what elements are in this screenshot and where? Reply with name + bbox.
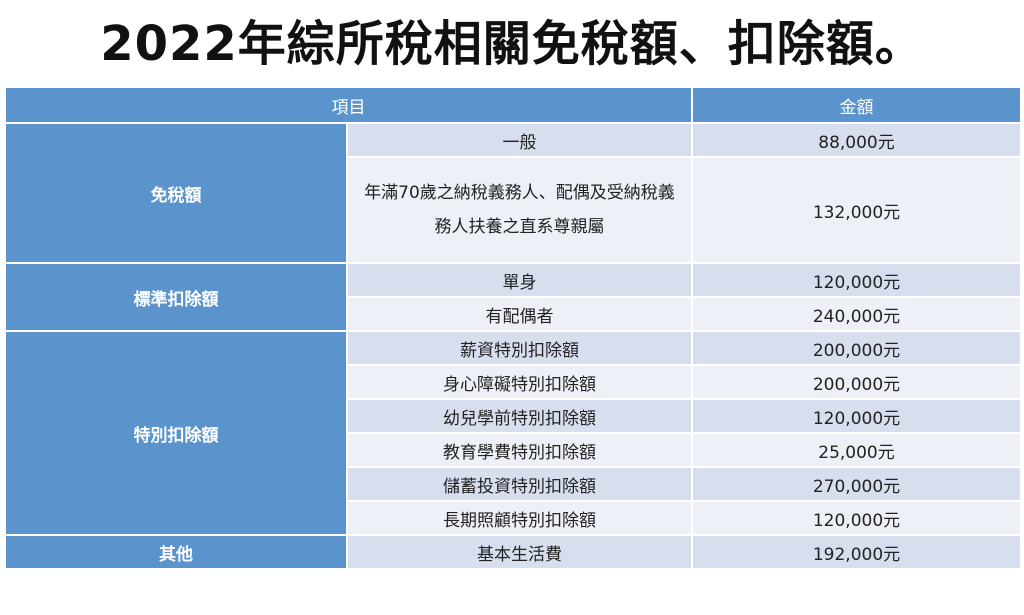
category-cell: 其他 [4,534,348,570]
amount-cell: 240,000元 [691,296,1022,332]
table-row: 年滿70歲之納稅義務人、配偶及受納稅義務人扶養之直系尊親屬 132,000元 [5,156,1022,264]
amount-cell: 192,000元 [691,534,1022,570]
table-row: 有配偶者 240,000元 [5,296,1022,332]
table-row: 幼兒學前特別扣除額 120,000元 [5,398,1022,434]
amount-cell: 25,000元 [691,432,1022,468]
amount-cell: 132,000元 [691,156,1022,264]
table-row: 標準扣除額 單身 120,000元 [4,262,1022,332]
amount-cell: 200,000元 [691,364,1022,400]
category-cell: 特別扣除額 [4,330,348,536]
table-row: 特別扣除額 薪資特別扣除額 200,000元 [4,330,1022,536]
table-row: 教育學費特別扣除額 25,000元 [5,432,1022,468]
amount-cell: 200,000元 [691,330,1022,366]
table-row: 儲蓄投資特別扣除額 270,000元 [5,466,1022,502]
item-cell: 身心障礙特別扣除額 [346,364,693,400]
header-item: 項目 [4,86,693,124]
table-row: 長期照顧特別扣除額 120,000元 [5,500,1022,536]
tax-table: 項目 金額 免稅額 一般 88,000元 年滿70歲之納稅義務人、配偶及受納稅義… [4,86,1022,570]
category-cell: 免稅額 [4,122,348,264]
category-cell: 標準扣除額 [4,262,348,332]
item-cell: 薪資特別扣除額 [346,330,693,366]
amount-cell: 120,000元 [691,500,1022,536]
page-title: 2022年綜所稅相關免稅額、扣除額。 [100,16,924,72]
table-row: 免稅額 一般 88,000元 [4,122,1022,264]
item-cell: 幼兒學前特別扣除額 [346,398,693,434]
item-cell: 儲蓄投資特別扣除額 [346,466,693,502]
header-amount: 金額 [691,86,1022,124]
item-cell: 基本生活費 [346,534,693,570]
item-cell: 一般 [346,122,693,158]
item-cell: 長期照顧特別扣除額 [346,500,693,536]
item-cell: 有配偶者 [346,296,693,332]
item-cell: 年滿70歲之納稅義務人、配偶及受納稅義務人扶養之直系尊親屬 [346,156,693,264]
amount-cell: 270,000元 [691,466,1022,502]
table-row: 身心障礙特別扣除額 200,000元 [5,364,1022,400]
table-header-row: 項目 金額 [4,86,1022,124]
table-row: 其他 基本生活費 192,000元 [4,534,1022,570]
amount-cell: 120,000元 [691,262,1022,298]
item-cell: 單身 [346,262,693,298]
item-cell: 教育學費特別扣除額 [346,432,693,468]
amount-cell: 88,000元 [691,122,1022,158]
amount-cell: 120,000元 [691,398,1022,434]
